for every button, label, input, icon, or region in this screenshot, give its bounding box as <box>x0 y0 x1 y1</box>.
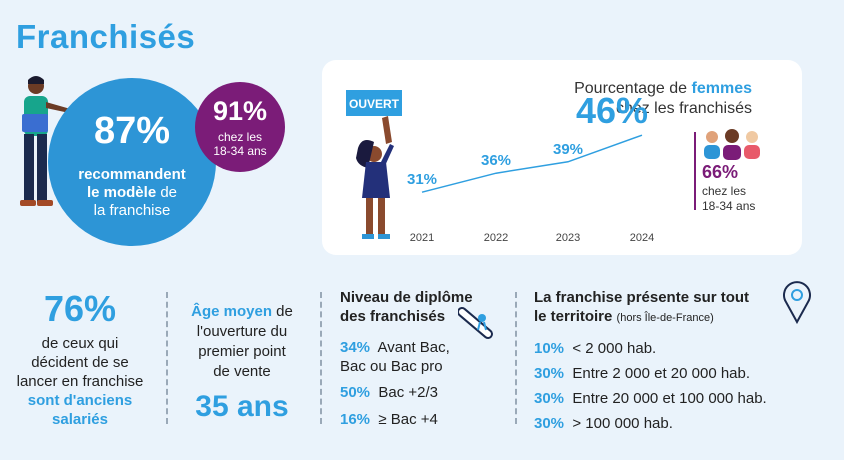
data-label: 39% <box>553 141 583 158</box>
divider-line <box>694 132 696 210</box>
diploma-item-1: 34% Avant Bac, Bac ou Bac pro <box>340 339 450 375</box>
recommend-circle: 87% recommandent le modèle de la franchi… <box>48 78 216 246</box>
average-age-value: 35 ans <box>195 390 289 423</box>
former-employees-text: de ceux qui décident de se lancer en fra… <box>16 335 144 428</box>
former-employees-block: 76% de ceux qui décident de se lancer en… <box>0 288 160 429</box>
recommend-line-3: la franchise <box>93 202 171 219</box>
territory-item-2: 30% Entre 2 000 et 20 000 hab. <box>534 365 751 382</box>
series-line <box>421 134 643 193</box>
man-illustration <box>20 76 74 206</box>
data-label: 31% <box>407 171 437 188</box>
women-line-chart: 31% 2021 36% 2022 39% 2023 46% 2024 <box>407 90 654 244</box>
territory-item-4: 30% > 100 000 hab. <box>534 415 673 432</box>
women-chart-card: OUVERT Pourcentage de femmes chez les fr… <box>322 60 802 255</box>
separator-2 <box>320 292 322 424</box>
separator-3 <box>515 292 517 424</box>
women-young-line-2: 18-34 ans <box>702 199 756 213</box>
x-tick-label: 2021 <box>410 232 434 244</box>
young-recommend-circle: 91% chez les 18-34 ans <box>195 82 285 172</box>
territory-title: La franchise présente sur tout le territ… <box>534 289 750 325</box>
people-icon <box>704 129 760 160</box>
women-young-line-1: chez les <box>702 184 747 198</box>
average-age-block: Âge moyen de l'ouverture du premier poin… <box>172 302 312 424</box>
data-label: 46% <box>576 90 648 131</box>
young-line-2: 18-34 ans <box>213 144 267 158</box>
x-tick-label: 2024 <box>630 232 654 244</box>
recommend-line-1: recommandent <box>78 166 186 183</box>
data-label: 36% <box>481 152 511 169</box>
territory-item-1: 10% < 2 000 hab. <box>534 340 657 357</box>
women-young-percentage: 66% <box>702 162 739 182</box>
x-tick-label: 2023 <box>556 232 580 244</box>
territory-item-3: 30% Entre 20 000 et 100 000 hab. <box>534 390 767 407</box>
diploma-item-2: 50% Bac +2/3 <box>340 384 439 401</box>
recommend-percentage: 87% <box>93 110 171 152</box>
young-line-1: chez les <box>217 130 263 144</box>
diploma-title: Niveau de diplôme des franchisés <box>340 289 473 325</box>
young-percentage: 91% <box>212 96 268 126</box>
page-title: Franchisés <box>16 18 196 55</box>
diploma-item-3: 16% ≥ Bac +4 <box>340 411 438 428</box>
x-tick-label: 2022 <box>484 232 508 244</box>
chart-title-line-2: chez les franchisés <box>615 100 752 117</box>
average-age-text: Âge moyen de l'ouverture du premier poin… <box>191 303 293 380</box>
diploma-scroll-icon <box>458 307 493 339</box>
open-sign-text: OUVERT <box>349 97 400 111</box>
woman-with-sign-illustration: OUVERT <box>346 90 402 239</box>
territory-block: La franchise présente sur tout le territ… <box>534 288 824 432</box>
location-pin-icon <box>783 281 811 324</box>
former-employees-percentage: 76% <box>43 288 117 329</box>
separator-1 <box>166 292 168 424</box>
diploma-block: Niveau de diplôme des franchisés 34% Ava… <box>340 288 510 428</box>
chart-title-line-1: Pourcentage de femmes <box>574 80 752 97</box>
recommend-line-2: le modèle de <box>86 184 178 201</box>
